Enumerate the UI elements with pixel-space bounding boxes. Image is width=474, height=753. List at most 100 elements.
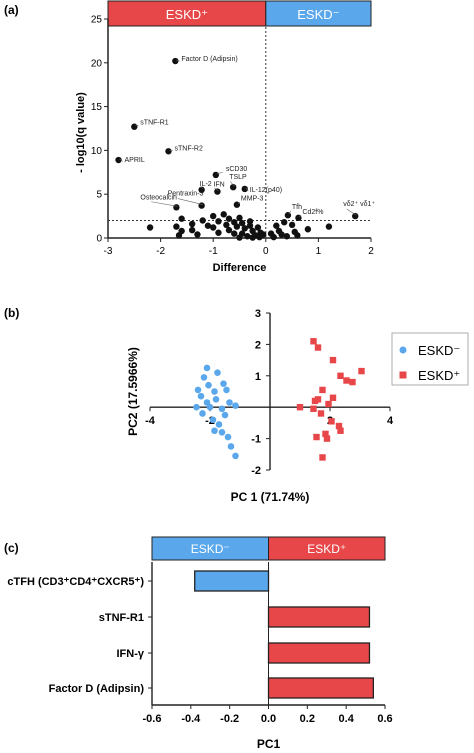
pca-point-eskd-minus: [223, 386, 230, 394]
data-point-labeled: [214, 188, 221, 195]
point-annotation-label: APRIL: [125, 157, 145, 164]
pca-point-eskd-plus: [296, 404, 304, 411]
pca-point-eskd-plus: [317, 410, 325, 417]
data-point: [210, 224, 217, 231]
pca-point-eskd-minus: [212, 396, 220, 403]
pca-point-eskd-plus: [322, 430, 329, 438]
data-point: [225, 215, 233, 222]
y-tick-label: 2: [255, 339, 261, 351]
pca-point-eskd-plus: [310, 405, 317, 412]
x-tick-label: -4: [145, 415, 156, 427]
pca-point-eskd-plus: [314, 344, 322, 351]
data-point: [188, 226, 196, 234]
data-point: [249, 234, 256, 241]
pca-point-eskd-minus: [218, 405, 226, 413]
data-point: [215, 218, 222, 225]
data-point: [246, 218, 254, 225]
y-tick-label: 15: [91, 102, 103, 113]
x-tick-label: -1: [209, 246, 218, 257]
x-tick-label: 0.0: [261, 713, 276, 725]
data-point: [220, 211, 227, 218]
annotation-leader-line: [216, 171, 223, 175]
y-tick-label: -2: [251, 465, 261, 477]
pca-point-eskd-minus: [209, 416, 217, 424]
pca-point-eskd-minus: [200, 374, 208, 381]
data-point: [194, 231, 201, 238]
y-tick-label: 3: [255, 308, 261, 320]
data-point-labeled: [284, 212, 292, 219]
pca-point-eskd-minus: [221, 411, 229, 419]
annotation-leader-line: [245, 187, 249, 192]
x-tick-label: -3: [104, 246, 113, 257]
data-point: [223, 221, 230, 229]
data-point: [231, 230, 238, 237]
data-point: [215, 229, 222, 236]
data-point: [325, 223, 333, 230]
point-annotation-label: MMP-3: [241, 196, 264, 203]
x-axis-title: PC1: [257, 737, 281, 751]
data-point: [199, 217, 206, 224]
x-axis-title: Difference: [213, 262, 267, 274]
x-tick-label: 4: [387, 415, 394, 427]
point-annotation-label: TSLP: [229, 174, 247, 181]
data-point: [259, 231, 267, 238]
pca-point-eskd-plus: [343, 377, 350, 384]
pca-point-eskd-minus: [226, 399, 233, 406]
data-point: [273, 222, 280, 229]
data-point: [304, 226, 312, 233]
data-point-labeled: [115, 156, 122, 164]
annotation-leader-line: [151, 201, 178, 207]
data-point: [146, 224, 154, 231]
y-tick-label: 20: [91, 58, 103, 69]
x-tick-label: -0.2: [220, 713, 239, 725]
category-label: IFN-γ: [117, 648, 145, 660]
annotation-leader-line: [299, 214, 302, 218]
x-tick-label: -2: [205, 415, 215, 427]
y-axis-title: - log10(q value): [75, 92, 87, 173]
point-annotation-label: vδ2⁺ vδ1⁺: [343, 201, 375, 208]
data-point-labeled: [241, 185, 248, 193]
point-annotation-label: Osteocalcin: [140, 194, 177, 201]
y-tick-label: -1: [251, 434, 261, 446]
category-label: Factor D (Adipsin): [49, 683, 145, 695]
pca-point-eskd-minus: [220, 380, 227, 387]
data-point: [283, 233, 291, 240]
annotation-leader-line: [346, 208, 357, 216]
pca-point-eskd-minus: [203, 399, 211, 406]
data-point: [210, 212, 217, 220]
data-point: [233, 223, 241, 230]
data-point-labeled: [198, 186, 205, 194]
data-point-labeled: [173, 204, 180, 211]
x-tick-label: 0.6: [377, 713, 392, 725]
category-label: sTNF-R1: [99, 612, 144, 624]
data-point: [254, 224, 262, 231]
header-bar-label: ESKD⁺: [307, 542, 346, 556]
x-tick-label: 0.4: [339, 713, 355, 725]
annotation-leader-line: [288, 210, 291, 215]
header-bar-eskd-plus: [268, 536, 386, 561]
panel-label-a: (a): [4, 3, 19, 17]
x-tick-label: -0.6: [143, 713, 162, 725]
y-tick-label: 25: [91, 15, 103, 26]
annotation-leader-line: [214, 187, 219, 191]
x-tick-label: 0: [263, 246, 269, 257]
data-point: [173, 223, 180, 230]
panel-label-b: (b): [4, 306, 19, 320]
legend-label-eskd-plus: ESKD⁺: [418, 368, 460, 383]
pca-point-eskd-minus: [203, 364, 211, 372]
point-annotation-label: Pentraxin-3: [168, 191, 204, 198]
point-annotation-label: IFN: [213, 182, 224, 189]
header-bar-label: ESKD⁻: [297, 7, 339, 22]
legend-marker-eskd-plus: [399, 371, 407, 379]
x-tick-label: -0.4: [181, 713, 201, 725]
header-bar-eskd-minus: [265, 0, 372, 27]
data-point-labeled: [229, 183, 237, 191]
data-point-labeled: [165, 148, 172, 155]
pca-point-eskd-plus: [337, 427, 344, 434]
header-bar-label: ESKD⁺: [166, 7, 208, 22]
pca-point-eskd-minus: [194, 386, 202, 394]
panel-c-loadings-bar-chart: (c) ESKD⁻ ESKD⁺ -0.6 -0.4 -0.2 0.0 0.2 0.4 0.6 PC1…: [4, 536, 393, 751]
bar-2: [267, 606, 371, 628]
data-point: [204, 222, 212, 229]
